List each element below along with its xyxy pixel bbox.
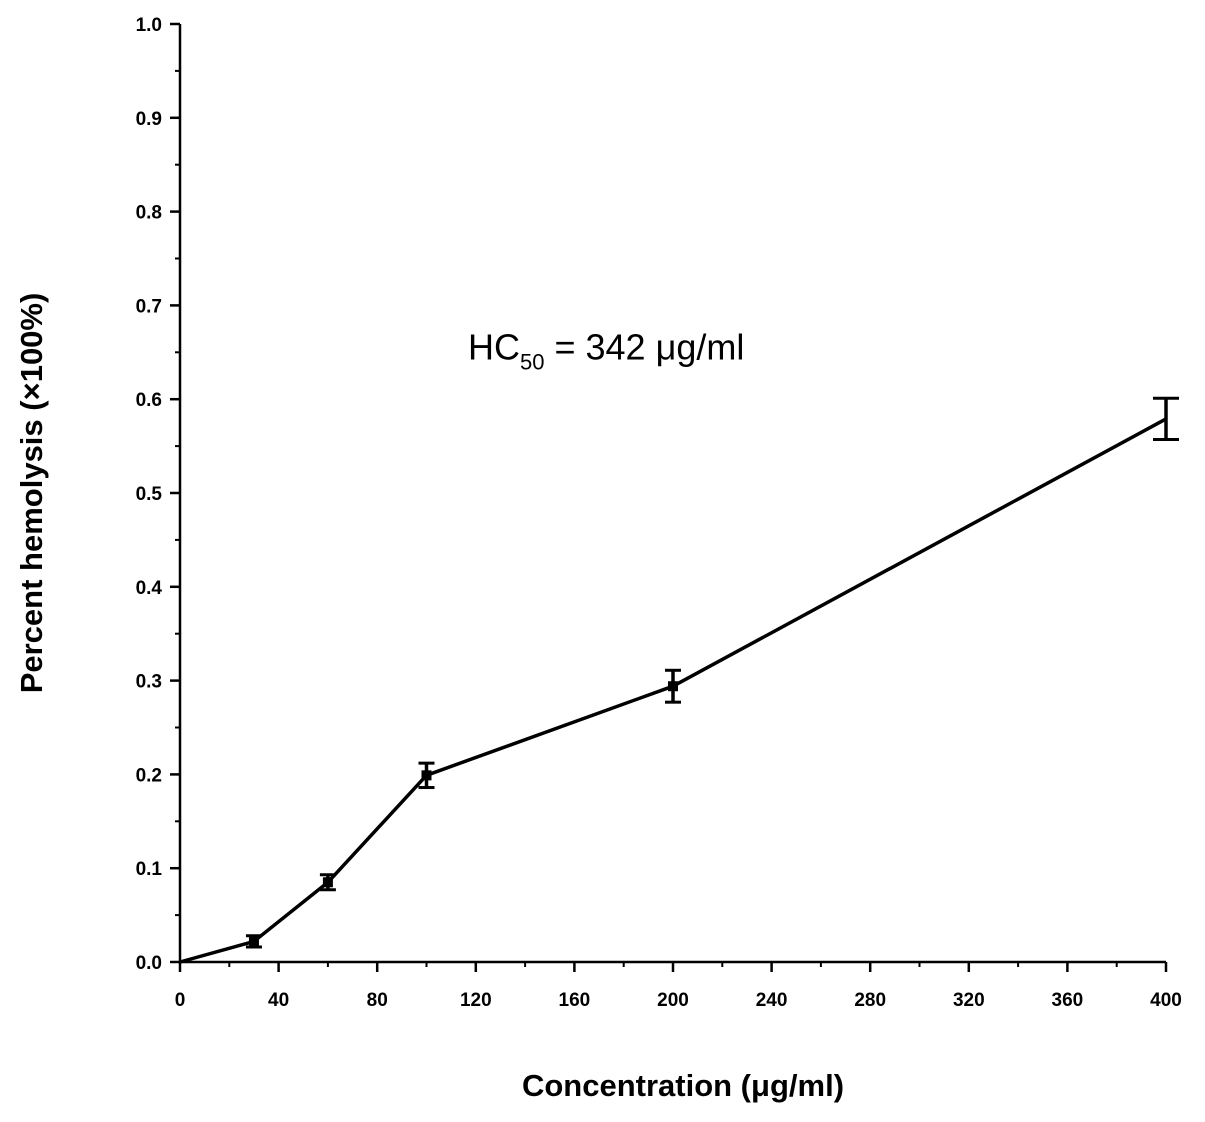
y-axis-title: Percent hemolysis (×100%) <box>14 293 49 694</box>
hc50-main-text: HC <box>468 327 520 368</box>
x-tick-label: 400 <box>1150 990 1182 1011</box>
y-tick-label: 0.3 <box>136 672 162 693</box>
x-tick-label: 280 <box>854 990 886 1011</box>
data-point <box>248 936 259 947</box>
x-tick-label: 80 <box>367 990 388 1011</box>
y-tick-label: 0.7 <box>136 296 162 317</box>
hc50-value-text: = 342 μg/ml <box>544 327 744 368</box>
x-tick-label: 40 <box>268 990 289 1011</box>
data-point <box>322 877 333 888</box>
x-tick-label: 200 <box>657 990 689 1011</box>
series-line <box>179 417 1167 964</box>
x-tick-label: 320 <box>953 990 985 1011</box>
y-tick-label: 0.0 <box>136 953 162 974</box>
y-tick-label: 0.4 <box>136 578 163 599</box>
data-point <box>668 681 678 692</box>
y-tick-label: 0.6 <box>136 390 162 411</box>
y-tick-label: 0.1 <box>136 859 163 880</box>
data-point <box>421 770 432 781</box>
labels-layer: 0.0 0.1 0.2 0.3 0.4 0.5 0.6 0.7 0.8 0.9 1.0 0 40 80 12… <box>14 15 1182 1103</box>
x-tick-label: 120 <box>460 990 492 1011</box>
y-tick-label: 1.0 <box>136 15 162 36</box>
y-tick-label: 0.5 <box>136 484 163 505</box>
hc50-subscript: 50 <box>520 350 544 375</box>
y-tick-label: 0.2 <box>136 765 162 786</box>
x-tick-label: 160 <box>559 990 591 1011</box>
y-tick-label: 0.8 <box>136 203 162 224</box>
x-tick-label: 0 <box>175 990 186 1011</box>
axes <box>170 22 1168 972</box>
x-tick-label: 360 <box>1052 990 1084 1011</box>
series-layer <box>179 396 1179 964</box>
x-axis-title: Concentration (μg/ml) <box>522 1068 844 1103</box>
y-tick-label: 0.9 <box>136 109 162 130</box>
hc50-annotation: HC50 = 342 μg/ml <box>468 327 744 375</box>
x-tick-label: 240 <box>756 990 788 1011</box>
